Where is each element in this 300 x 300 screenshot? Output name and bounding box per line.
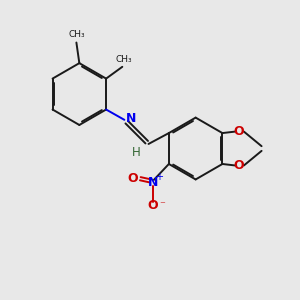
Text: N: N [148,176,158,189]
Text: N: N [125,112,136,125]
Text: +: + [155,172,163,182]
Text: CH₃: CH₃ [68,30,85,39]
Text: O: O [234,125,244,138]
Text: H: H [132,146,140,159]
Text: CH₃: CH₃ [116,55,132,64]
Text: O: O [128,172,138,185]
Text: O: O [234,159,244,172]
Text: O: O [147,199,158,212]
Text: ⁻: ⁻ [159,200,165,210]
